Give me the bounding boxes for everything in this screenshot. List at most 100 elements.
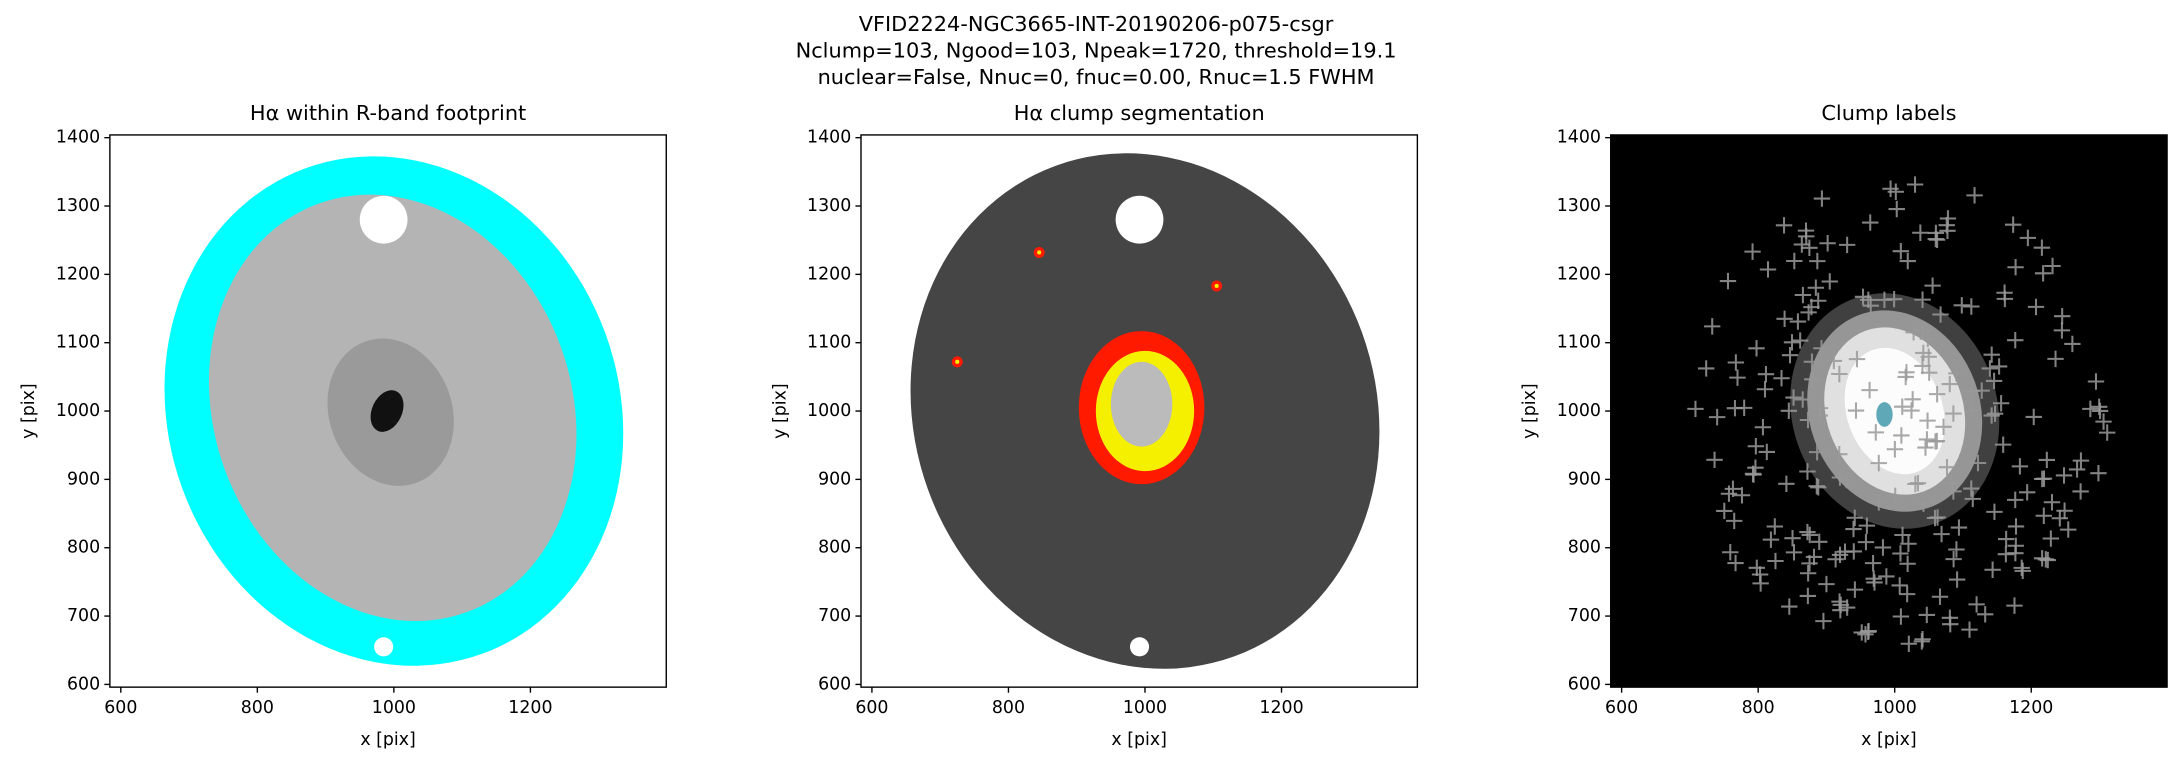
x-tick-label: 1000 — [1123, 698, 1167, 718]
clump-marker — [1945, 550, 1962, 568]
clump-marker — [1818, 575, 1835, 593]
clump-marker — [1785, 389, 1802, 406]
suptitle-line: VFID2224-NGC3665-INT-20190206-p075-csgr — [859, 12, 1334, 36]
y-tick-label: 1100 — [807, 333, 851, 353]
clump-marker — [1748, 559, 1765, 577]
clump-marker — [1904, 391, 1921, 408]
axes-title: Hα within R-band footprint — [250, 101, 526, 125]
clump-marker — [1804, 371, 1821, 388]
clump-marker — [2007, 518, 2025, 535]
y-tick-label: 1300 — [1557, 196, 1601, 216]
clump-marker — [1810, 479, 1827, 496]
clump-marker — [1927, 224, 1945, 242]
image-clip — [910, 153, 1380, 669]
clump-marker — [1827, 551, 1844, 568]
clump-marker — [1943, 474, 1960, 492]
clump-marker — [1854, 288, 1872, 306]
y-tick-label: 700 — [67, 606, 100, 626]
clump-marker — [1766, 518, 1783, 535]
clump-marker — [1729, 369, 1746, 386]
clump-marker — [1938, 459, 1956, 476]
y-tick-label: 1100 — [56, 333, 100, 353]
clump-marker — [1781, 346, 1799, 364]
x-axis-label: x [pix] — [360, 730, 416, 750]
clump-marker — [1864, 554, 1882, 572]
halpha-core — [370, 390, 404, 432]
clump-marker — [1758, 443, 1776, 461]
clump-marker — [1953, 297, 1970, 314]
axes-title: Clump labels — [1821, 101, 1956, 125]
x-axis-label: x [pix] — [1111, 730, 1167, 750]
clump-marker — [1992, 395, 2010, 412]
clump-marker — [1799, 411, 1817, 429]
y-tick-label: 1400 — [807, 128, 851, 148]
y-tick-label: 600 — [1568, 674, 1601, 694]
clump-marker — [1914, 321, 1931, 339]
x-tick-label: 600 — [104, 698, 137, 718]
clump-marker — [1919, 412, 1936, 429]
clump-marker — [1984, 561, 2001, 578]
clump-marker — [1744, 243, 1761, 260]
clump-marker — [1776, 310, 1793, 328]
clump-marker — [1981, 360, 1999, 377]
clump-marker — [1899, 252, 1916, 270]
mask-hole — [1129, 637, 1150, 657]
clump-marker — [1986, 405, 2004, 422]
clump-marker — [1969, 454, 1987, 472]
clump-marker — [1926, 509, 1944, 527]
clump-marker — [1810, 292, 1827, 309]
clump-marker — [1846, 509, 1863, 526]
y-tick-label: 1000 — [56, 401, 100, 421]
clump-marker — [2095, 413, 2112, 430]
clump-marker — [1917, 439, 1934, 456]
clump-marker — [2053, 322, 2071, 339]
clump-marker — [1838, 471, 1855, 489]
clump-marker — [1757, 365, 1775, 383]
clump-marker — [1914, 291, 1931, 308]
clump-marker — [1931, 588, 1949, 605]
clump-marker — [1809, 252, 1826, 270]
clump-marker — [1698, 360, 1715, 377]
y-tick-label: 1200 — [1557, 264, 1601, 284]
clump-marker — [1900, 535, 1917, 552]
y-tick-label: 800 — [1568, 538, 1601, 558]
clump-marker — [1748, 340, 1765, 357]
image — [910, 153, 1380, 669]
clump-marker — [1933, 525, 1950, 543]
clump-marker — [1704, 318, 1721, 335]
image — [1610, 134, 2168, 688]
clump-marker — [1867, 424, 1884, 441]
clump-marker — [2006, 597, 2023, 614]
clump-marker — [1964, 490, 1981, 508]
y-tick-label: 900 — [67, 469, 100, 489]
clump-marker — [1708, 408, 1726, 426]
clump-marker — [1920, 364, 1938, 381]
clump-marker — [1983, 407, 2000, 424]
clump-marker — [2033, 239, 2051, 256]
y-axis-label: y [pix] — [19, 383, 39, 439]
clump-marker — [1747, 459, 1764, 476]
y-axis-label: y [pix] — [770, 383, 790, 439]
clump-marker — [1983, 346, 2000, 363]
clump-marker — [1861, 381, 1878, 399]
clump-marker — [1825, 352, 1843, 370]
clump-marker — [1747, 438, 1765, 455]
y-tick-label: 900 — [1568, 469, 1601, 489]
x-tick-label: 600 — [1605, 698, 1638, 718]
clump-marker — [1885, 291, 1903, 308]
clump-marker — [1735, 399, 1753, 417]
clump-marker — [1773, 370, 1790, 387]
clump-marker — [1882, 180, 1899, 197]
clump-marker — [2044, 257, 2061, 275]
y-tick-label: 800 — [818, 538, 851, 558]
clump-marker — [1941, 609, 1959, 627]
clump-marker — [1831, 445, 1848, 463]
clump-marker — [1801, 239, 1818, 257]
y-tick-label: 1200 — [56, 264, 100, 284]
mask-hole — [1115, 195, 1164, 244]
clump-marker — [1892, 608, 1910, 625]
clump-marker — [1918, 606, 1935, 624]
clump-marker — [1892, 545, 1909, 562]
x-tick-label: 800 — [992, 698, 1025, 718]
